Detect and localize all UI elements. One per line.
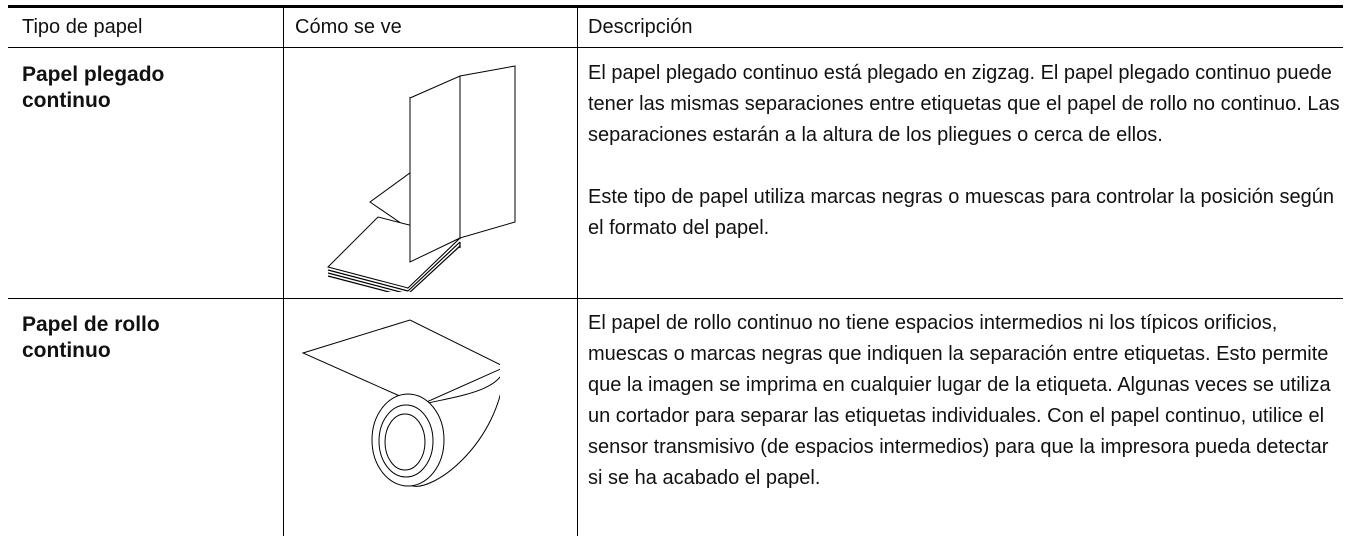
paragraph: El papel de rollo continuo no tiene espa… — [588, 312, 1331, 489]
column-header: Tipo de papel — [22, 16, 143, 38]
rule — [8, 47, 1343, 48]
rule — [8, 298, 1343, 299]
roll-illustration — [301, 319, 500, 487]
paper-type: Papel de rollo continuo — [22, 313, 160, 362]
column-rule — [283, 8, 284, 536]
paragraph: El papel plegado continuo está plegado e… — [588, 62, 1340, 146]
paper-type: Papel plegado continuo — [22, 63, 165, 112]
description: El papel plegado continuo está plegado e… — [588, 58, 1340, 275]
column-header: Cómo se ve — [295, 16, 402, 38]
paragraph: Este tipo de papel utiliza marcas negras… — [588, 186, 1334, 239]
column-rule — [577, 8, 578, 536]
rule — [8, 5, 1343, 8]
description: El papel de rollo continuo no tiene espa… — [588, 308, 1340, 525]
fanfold-illustration — [327, 65, 516, 292]
column-header: Descripción — [588, 16, 693, 38]
